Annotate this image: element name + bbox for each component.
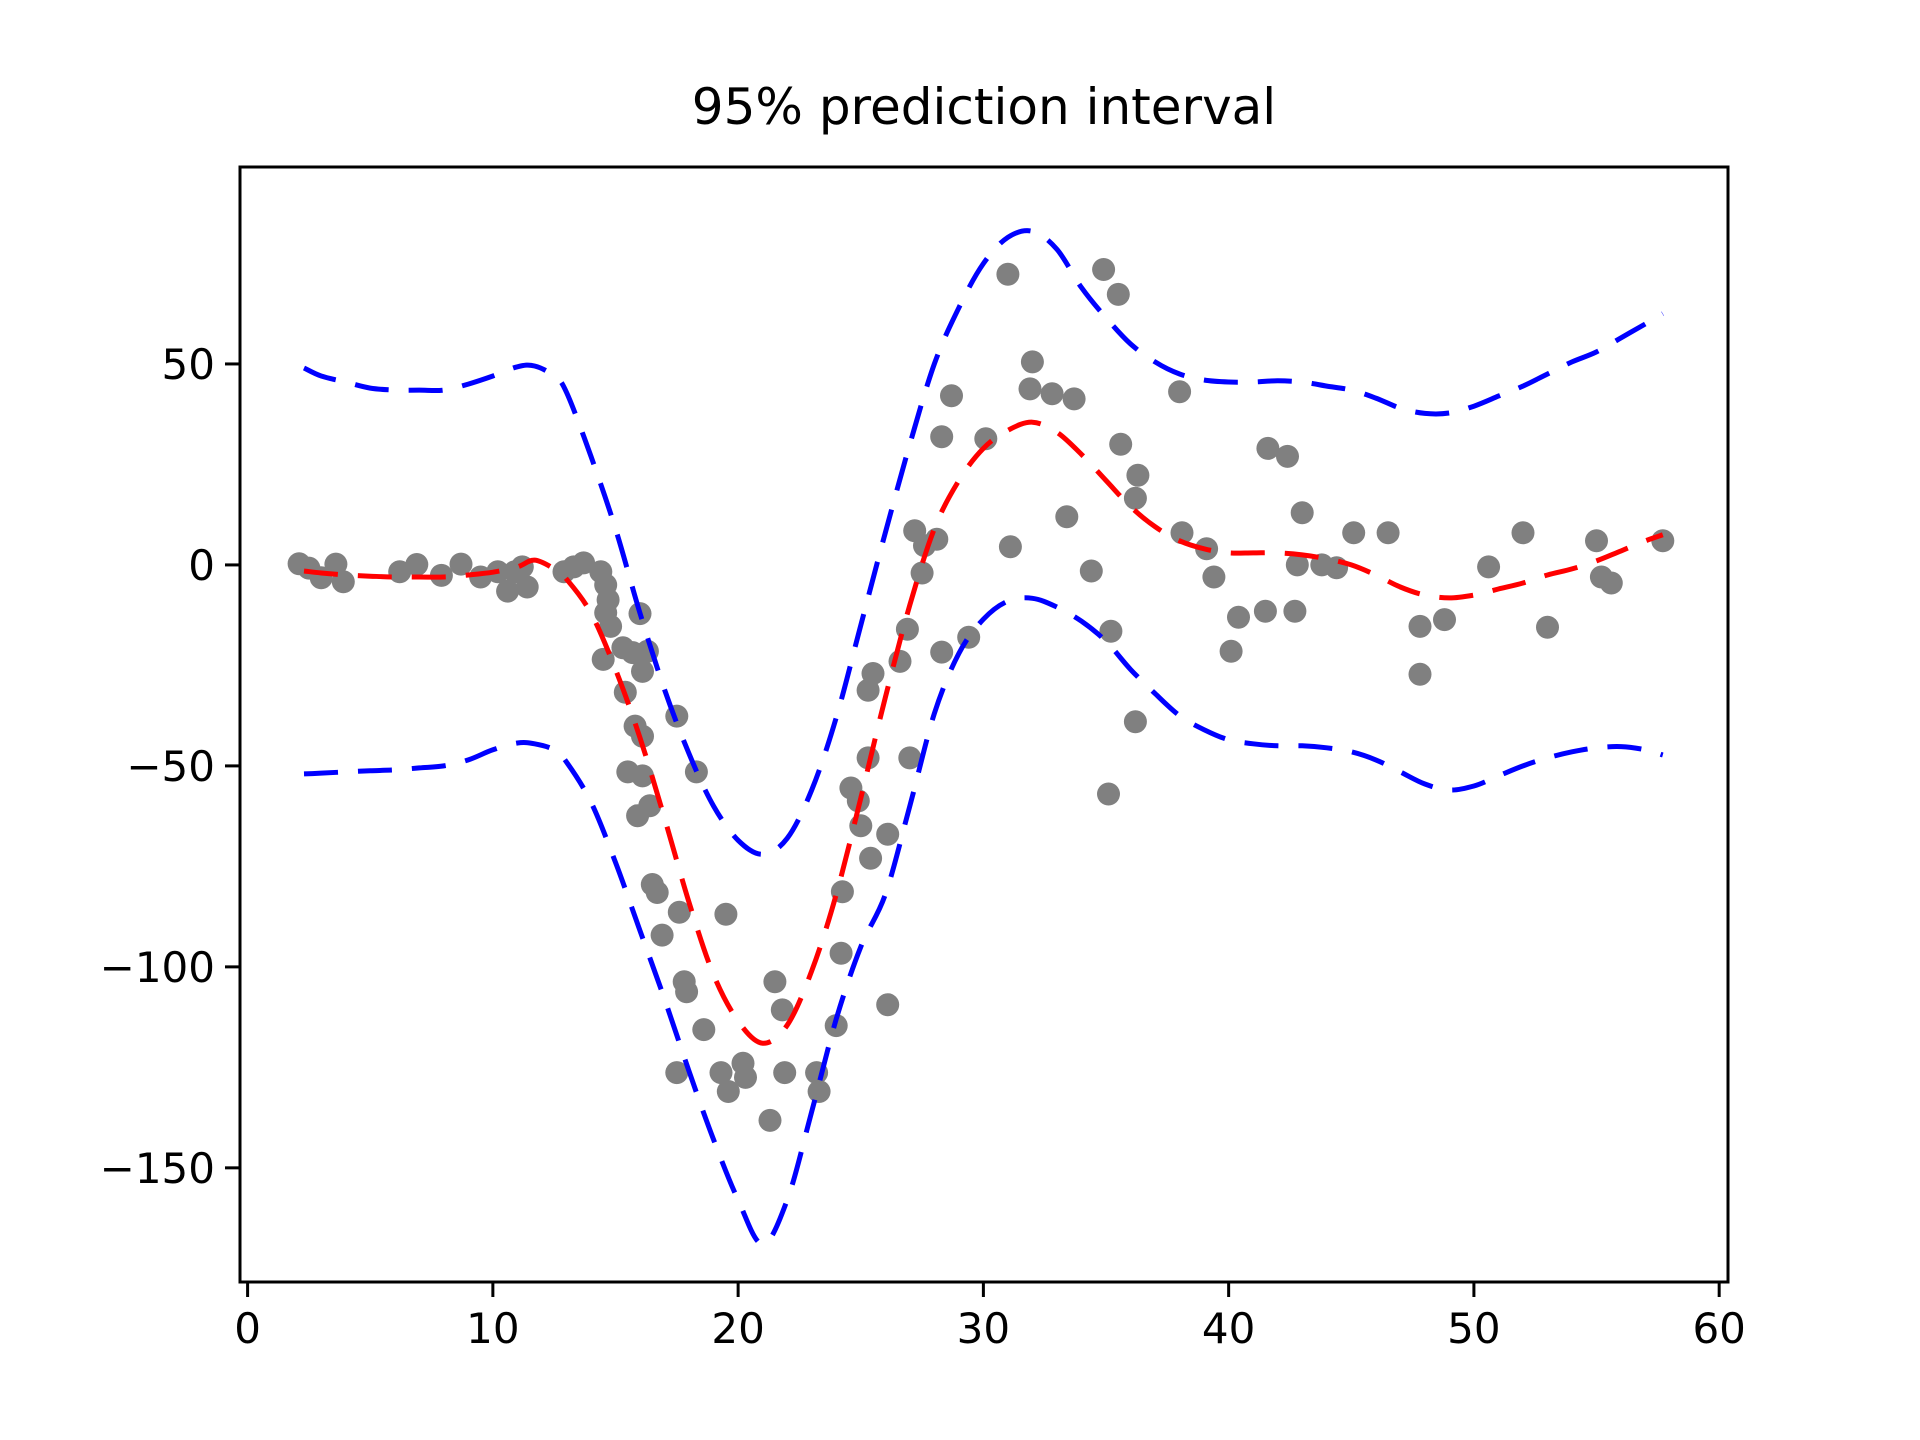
data-point xyxy=(709,1061,733,1085)
mean-curve xyxy=(303,419,1664,1046)
data-point xyxy=(1285,553,1309,577)
y-tick-label: −100 xyxy=(100,943,215,992)
data-point xyxy=(1651,529,1675,553)
data-point xyxy=(599,614,623,638)
lower-bound-curve xyxy=(303,595,1664,1247)
data-point xyxy=(1092,258,1116,281)
data-point xyxy=(807,1080,831,1103)
axes-frame xyxy=(238,165,1730,1284)
data-point xyxy=(1079,559,1103,583)
data-point xyxy=(1123,710,1147,734)
data-point xyxy=(1168,380,1192,404)
data-point xyxy=(910,561,934,585)
data-point xyxy=(1290,501,1314,525)
data-point xyxy=(626,804,650,828)
data-point xyxy=(1062,387,1086,411)
data-point xyxy=(1599,571,1623,595)
data-point xyxy=(876,822,900,846)
data-point xyxy=(1511,521,1535,545)
data-point xyxy=(758,1108,782,1132)
data-point xyxy=(631,764,654,788)
data-point xyxy=(1256,436,1280,460)
data-point xyxy=(898,746,922,770)
data-point xyxy=(572,551,596,575)
data-point xyxy=(940,384,963,408)
chart-title: 95% prediction interval xyxy=(691,78,1277,136)
x-tick-label: 30 xyxy=(957,1304,1010,1353)
data-point xyxy=(665,1061,689,1085)
data-point xyxy=(449,552,473,576)
y-tick-label: −50 xyxy=(126,742,215,791)
data-point xyxy=(1408,614,1432,638)
data-point xyxy=(405,553,429,576)
data-point xyxy=(714,902,738,926)
data-point xyxy=(1106,282,1130,306)
x-tick-label: 40 xyxy=(1202,1304,1255,1353)
data-point xyxy=(734,1065,757,1089)
data-point xyxy=(631,659,654,683)
x-tick-label: 10 xyxy=(466,1304,519,1353)
data-point xyxy=(974,427,998,451)
data-point xyxy=(859,846,883,870)
data-point xyxy=(1283,599,1307,623)
data-point xyxy=(1433,608,1456,632)
data-point xyxy=(773,1061,797,1085)
data-point xyxy=(667,900,691,924)
data-point xyxy=(645,881,669,904)
data-point xyxy=(1055,505,1079,529)
data-point xyxy=(930,640,954,664)
data-point xyxy=(1477,555,1501,579)
data-point xyxy=(996,262,1020,286)
data-point xyxy=(684,760,708,784)
data-point xyxy=(1253,599,1277,623)
data-point xyxy=(829,941,853,965)
data-point xyxy=(849,814,873,838)
data-point xyxy=(876,993,900,1017)
data-point xyxy=(515,575,539,599)
data-point xyxy=(1097,782,1120,806)
data-point xyxy=(692,1018,716,1042)
data-point xyxy=(888,649,912,673)
data-point xyxy=(763,970,787,994)
data-point xyxy=(1126,463,1150,487)
data-point xyxy=(1020,350,1044,374)
data-point xyxy=(675,980,699,1004)
data-point xyxy=(1123,486,1147,510)
data-point xyxy=(770,998,794,1022)
x-tick-label: 0 xyxy=(234,1304,261,1353)
data-point xyxy=(1536,615,1559,639)
data-point xyxy=(1109,432,1133,456)
x-tick-label: 20 xyxy=(711,1304,764,1353)
data-point xyxy=(1342,521,1366,545)
data-point xyxy=(861,662,885,685)
data-point xyxy=(591,647,615,671)
data-point xyxy=(998,535,1022,559)
data-point xyxy=(1376,521,1400,545)
x-tick-label: 50 xyxy=(1447,1304,1500,1353)
data-point xyxy=(650,923,674,947)
y-tick-label: 0 xyxy=(188,541,215,590)
data-point xyxy=(1170,521,1194,545)
x-tick-label: 60 xyxy=(1692,1304,1745,1353)
data-point xyxy=(324,552,348,576)
data-point xyxy=(1227,605,1250,629)
data-point xyxy=(1276,444,1299,468)
data-point xyxy=(1408,662,1432,686)
data-point xyxy=(1585,529,1608,553)
data-point xyxy=(1018,377,1042,401)
data-point xyxy=(930,425,954,449)
data-point xyxy=(1325,556,1349,580)
y-tick-label: 50 xyxy=(162,340,215,389)
data-point xyxy=(716,1080,740,1103)
upper-bound-curve xyxy=(302,228,1665,857)
data-point xyxy=(496,579,520,603)
y-tick-label: −150 xyxy=(100,1144,215,1193)
data-point xyxy=(1099,619,1123,643)
data-point xyxy=(1040,382,1064,406)
data-point xyxy=(1202,565,1226,589)
data-point xyxy=(1219,639,1243,663)
